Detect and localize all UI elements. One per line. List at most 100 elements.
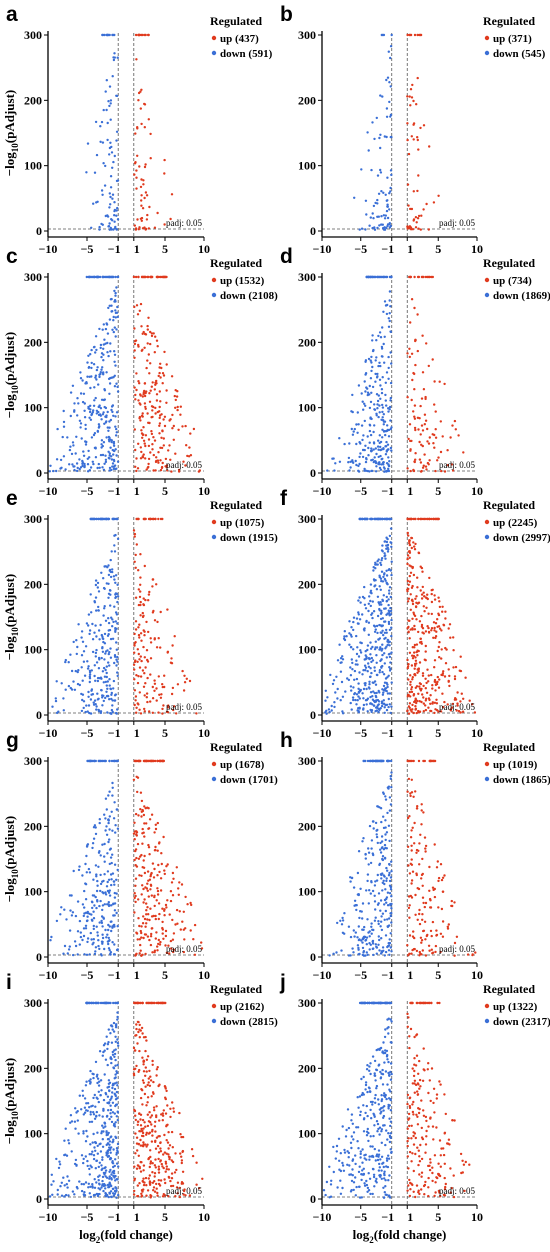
data-point-up [181, 425, 184, 428]
data-point-down [108, 85, 112, 88]
data-point-down [385, 877, 388, 880]
data-point-up [452, 666, 455, 669]
data-point-down [96, 1152, 100, 1155]
data-point-up [169, 1179, 172, 1183]
data-point-down [361, 941, 364, 944]
data-point-down [390, 449, 393, 452]
data-point-up [414, 893, 417, 897]
data-point-up [423, 595, 426, 598]
data-point-up [134, 393, 137, 397]
data-point-down [98, 921, 101, 924]
data-point-down [370, 391, 373, 394]
data-point-up [195, 1161, 198, 1164]
data-point-down [386, 904, 390, 907]
data-point-down [102, 577, 105, 580]
data-point-down [366, 391, 370, 394]
x-tick-label: 1 [407, 484, 413, 498]
y-tick-label: 200 [24, 1061, 42, 1075]
data-point-up [423, 413, 427, 416]
data-point-up [137, 380, 140, 383]
data-point-down [86, 915, 89, 918]
data-point-down [390, 545, 393, 548]
data-point-down [115, 454, 118, 457]
data-point-up [437, 456, 440, 459]
data-point-down [48, 1195, 52, 1198]
data-point-up [136, 1042, 139, 1045]
data-point-down [115, 911, 118, 915]
data-point-down [388, 692, 392, 695]
data-point-up [146, 1124, 150, 1128]
data-point-down [106, 215, 110, 218]
data-point-up [134, 566, 137, 569]
data-point-up [138, 1049, 141, 1053]
data-point-up [157, 1001, 160, 1005]
data-point-down [106, 341, 109, 345]
data-point-down [347, 456, 351, 460]
data-point-down [348, 469, 351, 472]
data-point-up [142, 1036, 146, 1039]
data-point-down [81, 679, 84, 682]
data-point-down [377, 892, 381, 895]
data-point-up [430, 517, 433, 521]
data-point-down [349, 633, 353, 636]
data-point-up [408, 542, 411, 545]
data-point-up [139, 1144, 142, 1147]
data-point-down [102, 1107, 105, 1111]
data-point-down [92, 1154, 96, 1157]
data-point-down [364, 444, 367, 447]
data-point-up [151, 759, 155, 763]
y-axis-title: −log10(pAdjust) [2, 332, 20, 419]
data-point-up [423, 836, 427, 839]
data-point-up [164, 1162, 168, 1165]
data-point-down [74, 1107, 77, 1110]
data-point-up [409, 608, 412, 611]
data-point-up [149, 888, 152, 891]
data-point-down [107, 306, 110, 310]
data-point-down [374, 710, 377, 713]
data-point-up [454, 428, 457, 431]
data-point-down [112, 679, 116, 683]
data-point-up [167, 1147, 170, 1150]
data-point-down [384, 1143, 387, 1147]
data-point-down [105, 833, 109, 836]
data-point-up [133, 821, 136, 824]
data-point-down [382, 310, 385, 313]
data-point-down [111, 1101, 115, 1105]
data-point-down [364, 666, 368, 669]
data-point-up [413, 545, 416, 548]
data-point-up [132, 1046, 136, 1050]
data-point-up [433, 666, 436, 669]
y-tick-label: 200 [24, 819, 42, 833]
legend-marker-down [484, 534, 490, 540]
data-point-down [92, 346, 96, 349]
data-point-down [387, 622, 391, 626]
data-point-up [163, 1194, 167, 1197]
data-point-up [426, 440, 429, 443]
data-point-up [139, 929, 142, 933]
data-point-down [96, 430, 100, 433]
data-point-up [424, 419, 428, 422]
data-point-down [358, 671, 361, 674]
data-point-down [385, 371, 389, 374]
data-point-up [151, 1162, 154, 1165]
data-point-up [433, 626, 436, 630]
data-point-down [116, 460, 120, 463]
data-point-down [100, 1089, 103, 1092]
data-point-down [74, 1158, 78, 1162]
data-point-up [448, 674, 451, 678]
data-point-down [378, 609, 381, 612]
data-point-up [158, 1184, 162, 1187]
x-tick-label: −5 [354, 484, 367, 498]
data-point-up [180, 1161, 183, 1165]
data-point-down [103, 587, 106, 590]
data-point-up [159, 446, 162, 449]
data-point-down [384, 909, 387, 913]
data-point-down [115, 1153, 118, 1156]
data-point-up [408, 637, 411, 640]
data-point-up [140, 275, 144, 279]
data-point-up [154, 1120, 157, 1124]
data-point-down [104, 460, 108, 464]
data-point-up [153, 1172, 157, 1175]
data-point-down [101, 466, 104, 469]
